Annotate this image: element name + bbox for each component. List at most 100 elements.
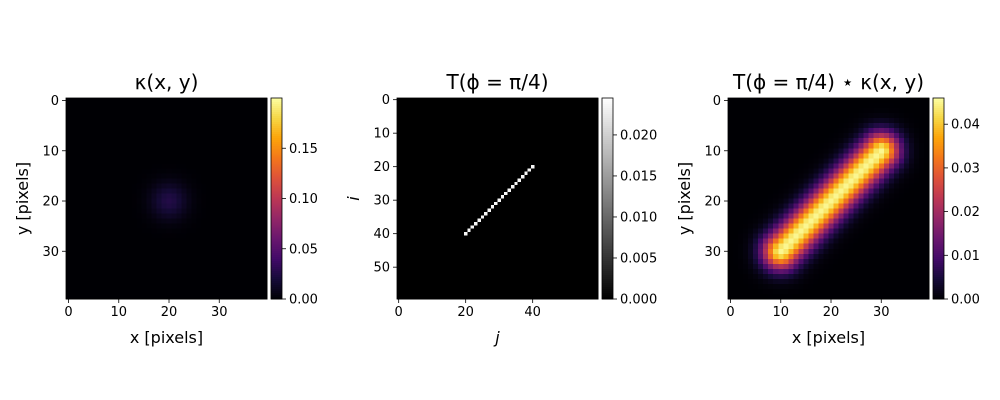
heatmap-cell <box>201 203 208 209</box>
heatmap-cell <box>537 108 542 112</box>
heatmap-cell <box>201 198 208 204</box>
heatmap-cell <box>116 248 122 255</box>
heatmap-cell <box>517 225 522 229</box>
heatmap-cell <box>564 252 569 256</box>
heatmap-cell <box>537 262 542 266</box>
heatmap-cell <box>161 188 167 194</box>
heatmap-cell <box>146 188 152 194</box>
heatmap-cell <box>131 168 137 174</box>
heatmap-cell <box>551 252 555 256</box>
heatmap-cell <box>490 225 495 229</box>
heatmap-cell <box>211 253 218 260</box>
heatmap-cell <box>567 144 572 149</box>
heatmap-cell <box>517 148 522 152</box>
heatmap-cell <box>497 198 502 203</box>
heatmap-cell <box>467 134 472 139</box>
heatmap-cell <box>96 293 102 300</box>
heatmap-cell <box>524 245 528 250</box>
heatmap-cell <box>226 243 233 250</box>
heatmap-cell <box>557 178 562 183</box>
heatmap-cell <box>226 268 233 275</box>
heatmap-cell <box>156 273 162 280</box>
heatmap-cell <box>417 258 421 263</box>
heatmap-cell <box>131 283 137 290</box>
heatmap-cell <box>474 255 478 260</box>
heatmap-cell <box>567 248 572 253</box>
heatmap-cell <box>76 213 82 219</box>
heatmap-cell <box>76 258 82 265</box>
heatmap-cell <box>534 98 539 102</box>
heatmap-cell <box>587 252 592 256</box>
heatmap-cell <box>470 225 475 229</box>
heatmap-cell <box>577 228 582 233</box>
heatmap-cell <box>121 283 127 290</box>
heatmap-cell <box>534 161 539 166</box>
heatmap-cell <box>544 255 549 260</box>
heatmap-cell <box>420 114 425 119</box>
heatmap-cell <box>171 283 177 290</box>
heatmap-cell <box>81 253 87 260</box>
heatmap-cell <box>474 171 478 176</box>
heatmap-cell <box>524 144 528 149</box>
heatmap-cell <box>131 173 137 179</box>
heatmap-cell <box>487 118 492 122</box>
heatmap-cell <box>156 203 162 209</box>
heatmap-cell <box>497 242 502 246</box>
heatmap-cell <box>181 268 187 275</box>
heatmap-cell <box>246 153 253 159</box>
heatmap-cell <box>206 153 213 159</box>
heatmap-cell <box>490 215 495 219</box>
heatmap-cell <box>71 273 77 280</box>
heatmap-cell <box>494 178 498 183</box>
heatmap-cell <box>81 228 87 235</box>
heatmap-cell <box>423 151 428 156</box>
heatmap-cell <box>407 144 411 149</box>
heatmap-cell <box>527 108 532 112</box>
heatmap-cell <box>151 98 157 104</box>
heatmap-cell <box>527 215 532 219</box>
heatmap-cell <box>407 185 411 189</box>
heatmap-cell <box>427 268 431 273</box>
heatmap-cell <box>480 104 485 109</box>
heatmap-cell <box>126 258 132 265</box>
heatmap-cell <box>156 163 162 169</box>
heatmap-cell <box>587 171 592 176</box>
heatmap-cell <box>581 228 585 233</box>
heatmap-cell <box>457 255 461 260</box>
heatmap-cell <box>231 103 238 109</box>
heatmap-cell <box>577 168 582 173</box>
heatmap-cell <box>116 148 122 154</box>
heatmap-cell <box>541 158 545 162</box>
heatmap-cell <box>504 191 508 196</box>
heatmap-cell <box>136 168 142 174</box>
heatmap-cell <box>201 263 208 270</box>
heatmap-cell <box>420 218 425 223</box>
heatmap-cell <box>531 141 535 146</box>
heatmap-cell <box>423 168 428 173</box>
heatmap-cell <box>581 168 585 173</box>
heatmap-cell <box>410 228 415 233</box>
heatmap-cell <box>437 185 441 189</box>
heatmap-cell <box>531 168 535 173</box>
heatmap-cell <box>534 118 539 122</box>
heatmap-cell <box>591 118 595 122</box>
heatmap-cell <box>450 268 455 273</box>
heatmap-cell <box>397 178 401 183</box>
heatmap-cell <box>457 268 461 273</box>
heatmap-cell <box>403 121 408 126</box>
heatmap-cell <box>236 203 243 209</box>
heatmap-cell <box>186 168 192 174</box>
heatmap-cell <box>420 141 425 146</box>
colorbar-step <box>271 248 282 252</box>
heatmap-cell <box>413 178 418 183</box>
heatmap-cell <box>474 185 478 189</box>
heatmap-cell <box>460 252 465 256</box>
heatmap-cell <box>403 268 408 273</box>
heatmap-cell <box>537 148 542 152</box>
heatmap-cell <box>507 108 512 112</box>
heatmap-cell <box>591 188 595 193</box>
heatmap-cell <box>507 104 512 109</box>
heatmap-cell <box>151 288 157 295</box>
heatmap-cell <box>591 148 595 152</box>
heatmap-cell <box>413 208 418 213</box>
